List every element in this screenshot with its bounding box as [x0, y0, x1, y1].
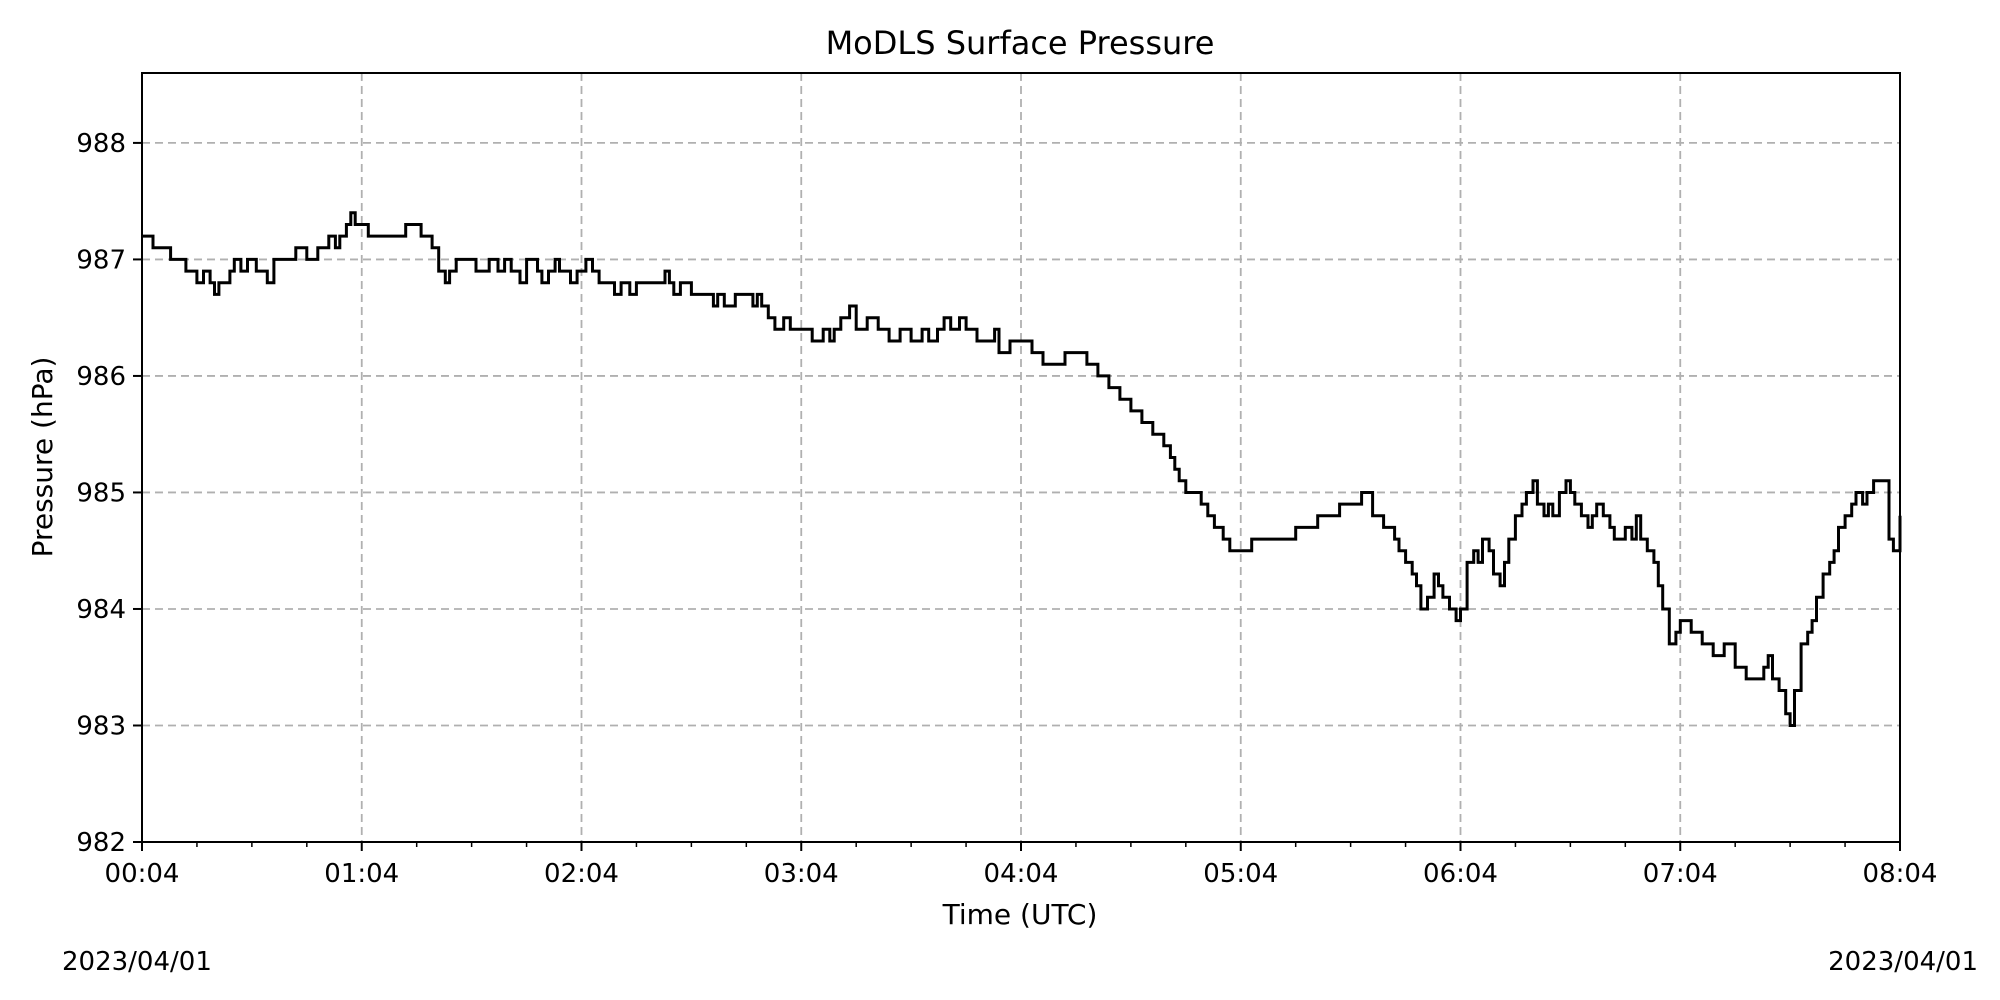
- x-tick-label: 05:04: [1203, 859, 1278, 889]
- y-tick-labels: 982 983 984 985 986 987 988: [76, 129, 126, 858]
- x-tick-label: 03:04: [764, 859, 839, 889]
- y-tick-label: 987: [76, 245, 126, 275]
- x-tick-label: 00:04: [105, 859, 180, 889]
- start-date-label: 2023/04/01: [62, 947, 212, 977]
- pressure-series-line: [142, 211, 1902, 727]
- end-date-label: 2023/04/01: [1828, 947, 1978, 977]
- series-layer: [142, 211, 1902, 727]
- x-tick-label: 01:04: [324, 859, 399, 889]
- x-tick-labels: 00:04 01:04 02:04 03:04 04:04 05:04 06:04 07:04…: [105, 859, 1938, 889]
- x-axis-label: Time (UTC): [942, 898, 1098, 931]
- x-tick-label: 02:04: [544, 859, 619, 889]
- axis-ticks: [133, 141, 1901, 851]
- chart-title: MoDLS Surface Pressure: [826, 24, 1215, 62]
- x-tick-label: 07:04: [1643, 859, 1718, 889]
- y-tick-label: 983: [76, 711, 126, 741]
- y-tick-label: 988: [76, 129, 126, 159]
- y-tick-label: 986: [76, 362, 126, 392]
- grid-lines: [142, 73, 1900, 842]
- x-tick-label: 04:04: [984, 859, 1059, 889]
- x-tick-label: 06:04: [1423, 859, 1498, 889]
- y-axis-label: Pressure (hPa): [26, 357, 59, 558]
- y-tick-label: 982: [76, 828, 126, 858]
- x-tick-label: 08:04: [1863, 859, 1938, 889]
- y-tick-label: 985: [76, 478, 126, 508]
- y-tick-label: 984: [76, 595, 126, 625]
